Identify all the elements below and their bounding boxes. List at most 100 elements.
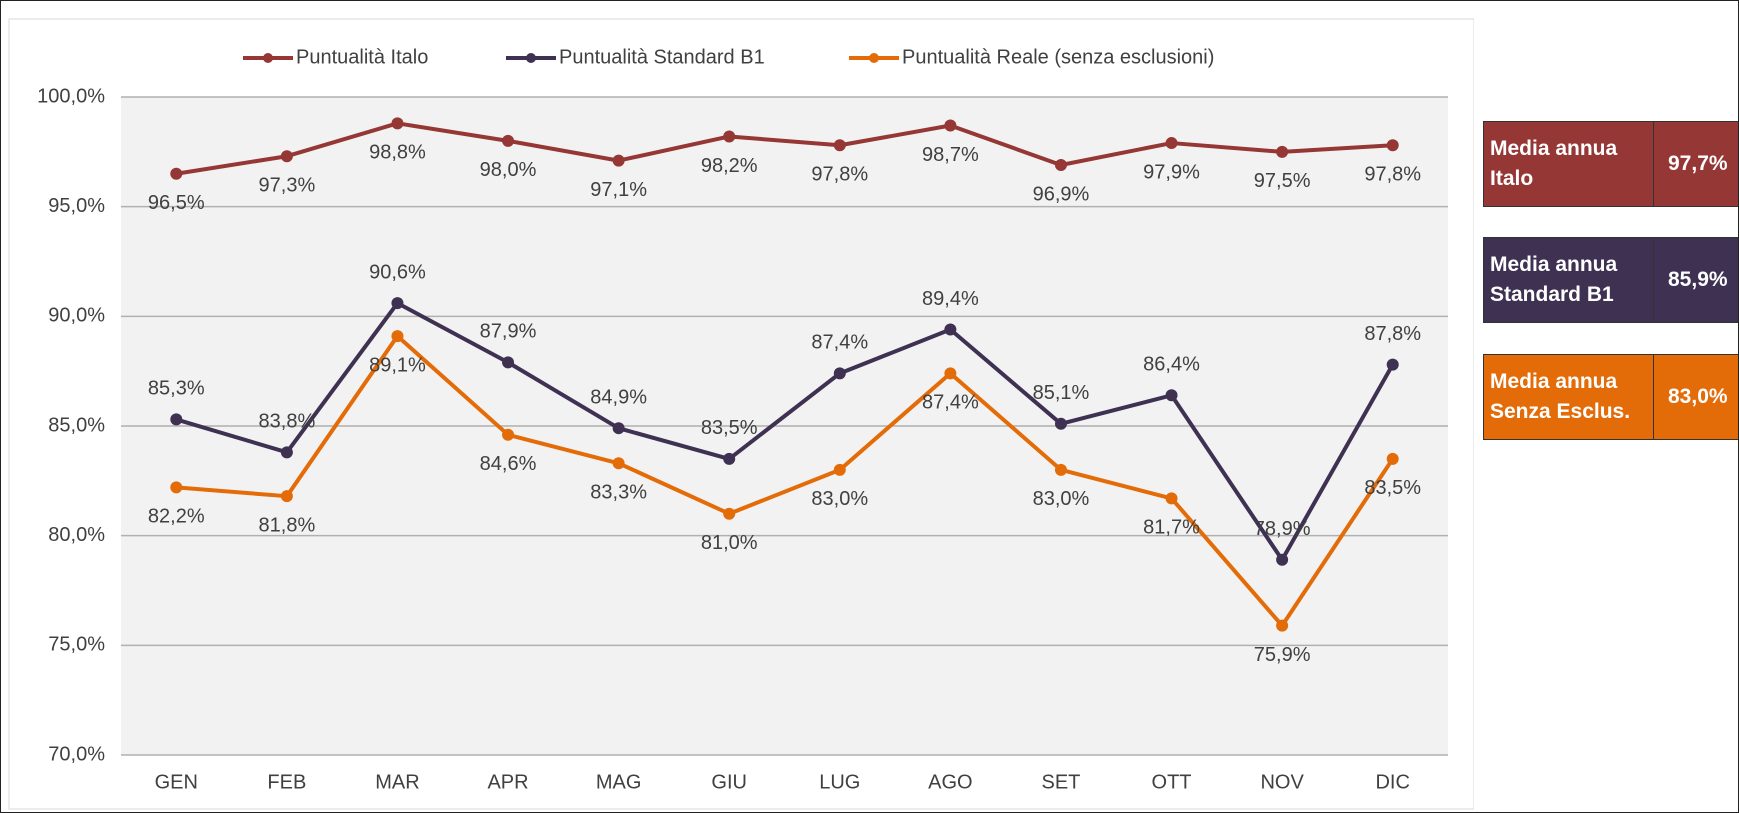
y-tick-label: 100,0% [37,85,105,107]
data-label: 98,7% [922,144,979,166]
data-label: 97,9% [1143,161,1200,183]
summary-label: Media annua Italo [1484,122,1654,206]
data-point [612,457,625,470]
data-point [280,150,293,163]
data-label: 83,3% [590,482,647,504]
data-label: 97,8% [1364,164,1421,186]
data-label: 83,0% [811,488,868,510]
x-tick-label: LUG [819,771,860,793]
summary-label: Media annua Standard B1 [1484,238,1654,322]
data-label: 97,5% [1254,170,1311,192]
data-point [833,463,846,476]
x-tick-label: SET [1042,771,1081,793]
legend-marker [869,53,879,63]
data-point [723,507,736,520]
series-line [175,121,1393,176]
data-point [723,452,736,465]
data-point [391,117,404,130]
data-label: 89,1% [369,354,426,376]
x-tick-label: FEB [267,771,306,793]
data-label: 87,8% [1364,323,1421,345]
data-point [1165,137,1178,150]
data-label: 97,8% [811,164,868,186]
data-label: 87,9% [480,321,537,343]
data-point [1276,619,1289,632]
data-point [170,413,183,426]
x-tick-label: APR [487,771,528,793]
legend-label: Puntualità Italo [296,46,428,68]
legend-marker [526,53,536,63]
data-point [1054,417,1067,430]
data-point [170,167,183,180]
data-label: 82,2% [148,506,205,528]
data-label: 98,0% [480,159,537,181]
data-point [1054,463,1067,476]
chart: 70,0% 75,0% 80,0% 85,0% 90,0% 95,0% 100,0% GEN F… [8,18,1475,810]
data-point [502,356,515,369]
data-point [1386,452,1399,465]
data-point [1386,139,1399,152]
summary-box: Media annua Standard B1 85,9% [1483,237,1738,323]
y-tick-label: 85,0% [48,414,105,436]
data-point [944,367,957,380]
x-tick-label: GEN [155,771,198,793]
x-tick-label: DIC [1375,771,1409,793]
data-label: 98,2% [701,155,758,177]
data-point [280,446,293,459]
data-point [502,428,515,441]
series-line [175,301,1395,562]
data-point [1276,145,1289,158]
data-point [1165,389,1178,402]
data-point [833,367,846,380]
data-label: 98,8% [369,142,426,164]
data-label: 83,8% [259,411,316,433]
y-tick-label: 80,0% [48,524,105,546]
data-point [502,134,515,147]
data-label: 90,6% [369,261,426,283]
summary-label: Media annua Senza Esclus. [1484,355,1654,439]
data-label: 89,4% [922,288,979,310]
data-point [612,154,625,167]
data-point [1165,492,1178,505]
data-label: 86,4% [1143,354,1200,376]
data-point [833,139,846,152]
data-point [391,297,404,310]
x-tick-label: AGO [928,771,972,793]
y-tick-label: 90,0% [48,305,105,327]
data-label: 85,3% [148,378,205,400]
data-label: 84,6% [480,453,537,475]
data-point [1054,158,1067,171]
x-tick-label: OTT [1152,771,1192,793]
data-label: 87,4% [922,392,979,414]
summary-value: 85,9% [1668,268,1728,291]
data-label: 84,9% [590,386,647,408]
summary-box: Media annua Italo 97,7% [1483,121,1738,207]
legend-marker [263,53,273,63]
x-tick-label: MAR [375,771,419,793]
data-point [280,490,293,503]
data-label: 83,5% [1364,477,1421,499]
data-point [944,323,957,336]
series-line [176,334,1395,628]
data-point [170,481,183,494]
x-tick-label: GIU [711,771,747,793]
data-label: 81,0% [701,532,758,554]
data-point [723,130,736,143]
summary-value: 97,7% [1668,152,1728,175]
summary-value: 83,0% [1668,385,1728,408]
data-point [612,422,625,435]
data-label: 78,9% [1254,518,1311,540]
data-point [1276,553,1289,566]
data-label: 75,9% [1254,644,1311,666]
legend-label: Puntualità Reale (senza esclusioni) [902,46,1214,68]
data-label: 83,5% [701,417,758,439]
data-label: 96,9% [1033,183,1090,205]
data-label: 97,3% [259,175,316,197]
data-point [1386,358,1399,371]
data-label: 83,0% [1033,488,1090,510]
data-label: 97,1% [590,179,647,201]
data-label: 96,5% [148,192,205,214]
y-tick-label: 75,0% [48,634,105,656]
data-label: 87,4% [811,332,868,354]
